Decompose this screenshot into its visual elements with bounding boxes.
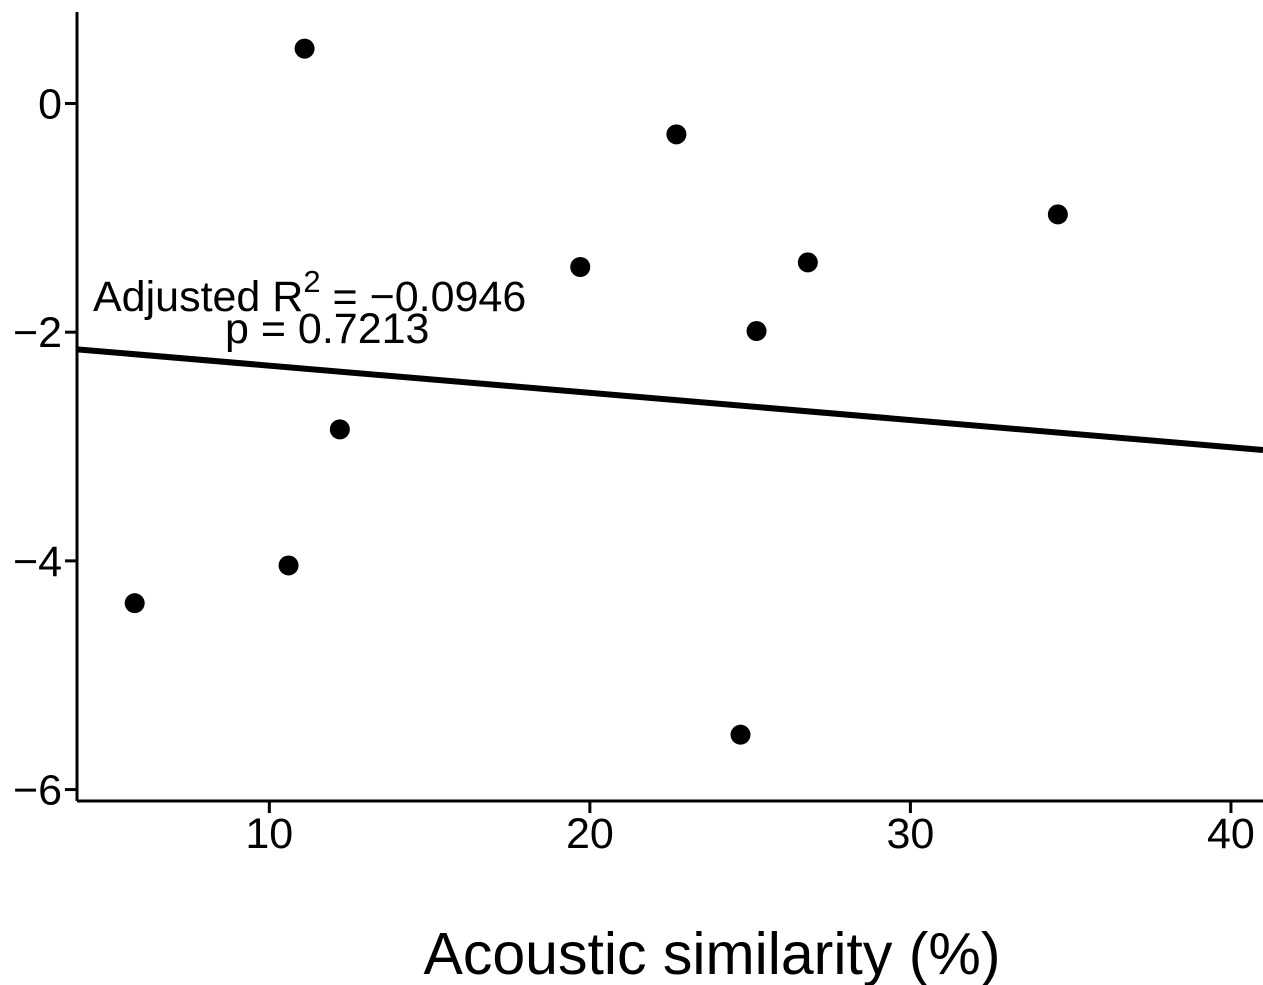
plot-area <box>76 38 1263 745</box>
r2-superscript: 2 <box>303 264 320 299</box>
y-axis-ticks: 0 −2 −4 −6 <box>13 80 77 815</box>
x-axis-ticks: 10 20 30 40 <box>245 801 1255 858</box>
r2-prefix: Adjusted R <box>93 273 303 321</box>
y-tick-label: 0 <box>38 80 62 128</box>
data-point <box>278 555 299 576</box>
data-point <box>1047 204 1068 225</box>
x-tick-label: 10 <box>245 810 293 858</box>
y-tick-label: −2 <box>13 309 62 357</box>
data-point <box>329 419 350 440</box>
data-point <box>746 321 767 342</box>
x-tick-label: 30 <box>886 810 934 858</box>
data-point <box>730 724 751 745</box>
regression-r2-annotation: Adjusted R2 = −0.0946 <box>93 264 526 321</box>
data-point <box>294 38 315 59</box>
regression-p-annotation: p = 0.7213 <box>225 305 429 353</box>
data-point <box>570 256 591 277</box>
data-point <box>666 124 687 145</box>
r2-value: = −0.0946 <box>321 273 527 321</box>
data-point <box>124 593 145 614</box>
data-point <box>797 252 818 273</box>
y-tick-label: −4 <box>13 538 62 586</box>
x-tick-label: 40 <box>1207 810 1255 858</box>
regression-line <box>76 346 1263 453</box>
y-tick-label: −6 <box>13 767 62 815</box>
x-axis-title: Acoustic similarity (%) <box>424 921 1001 985</box>
x-tick-label: 20 <box>566 810 614 858</box>
